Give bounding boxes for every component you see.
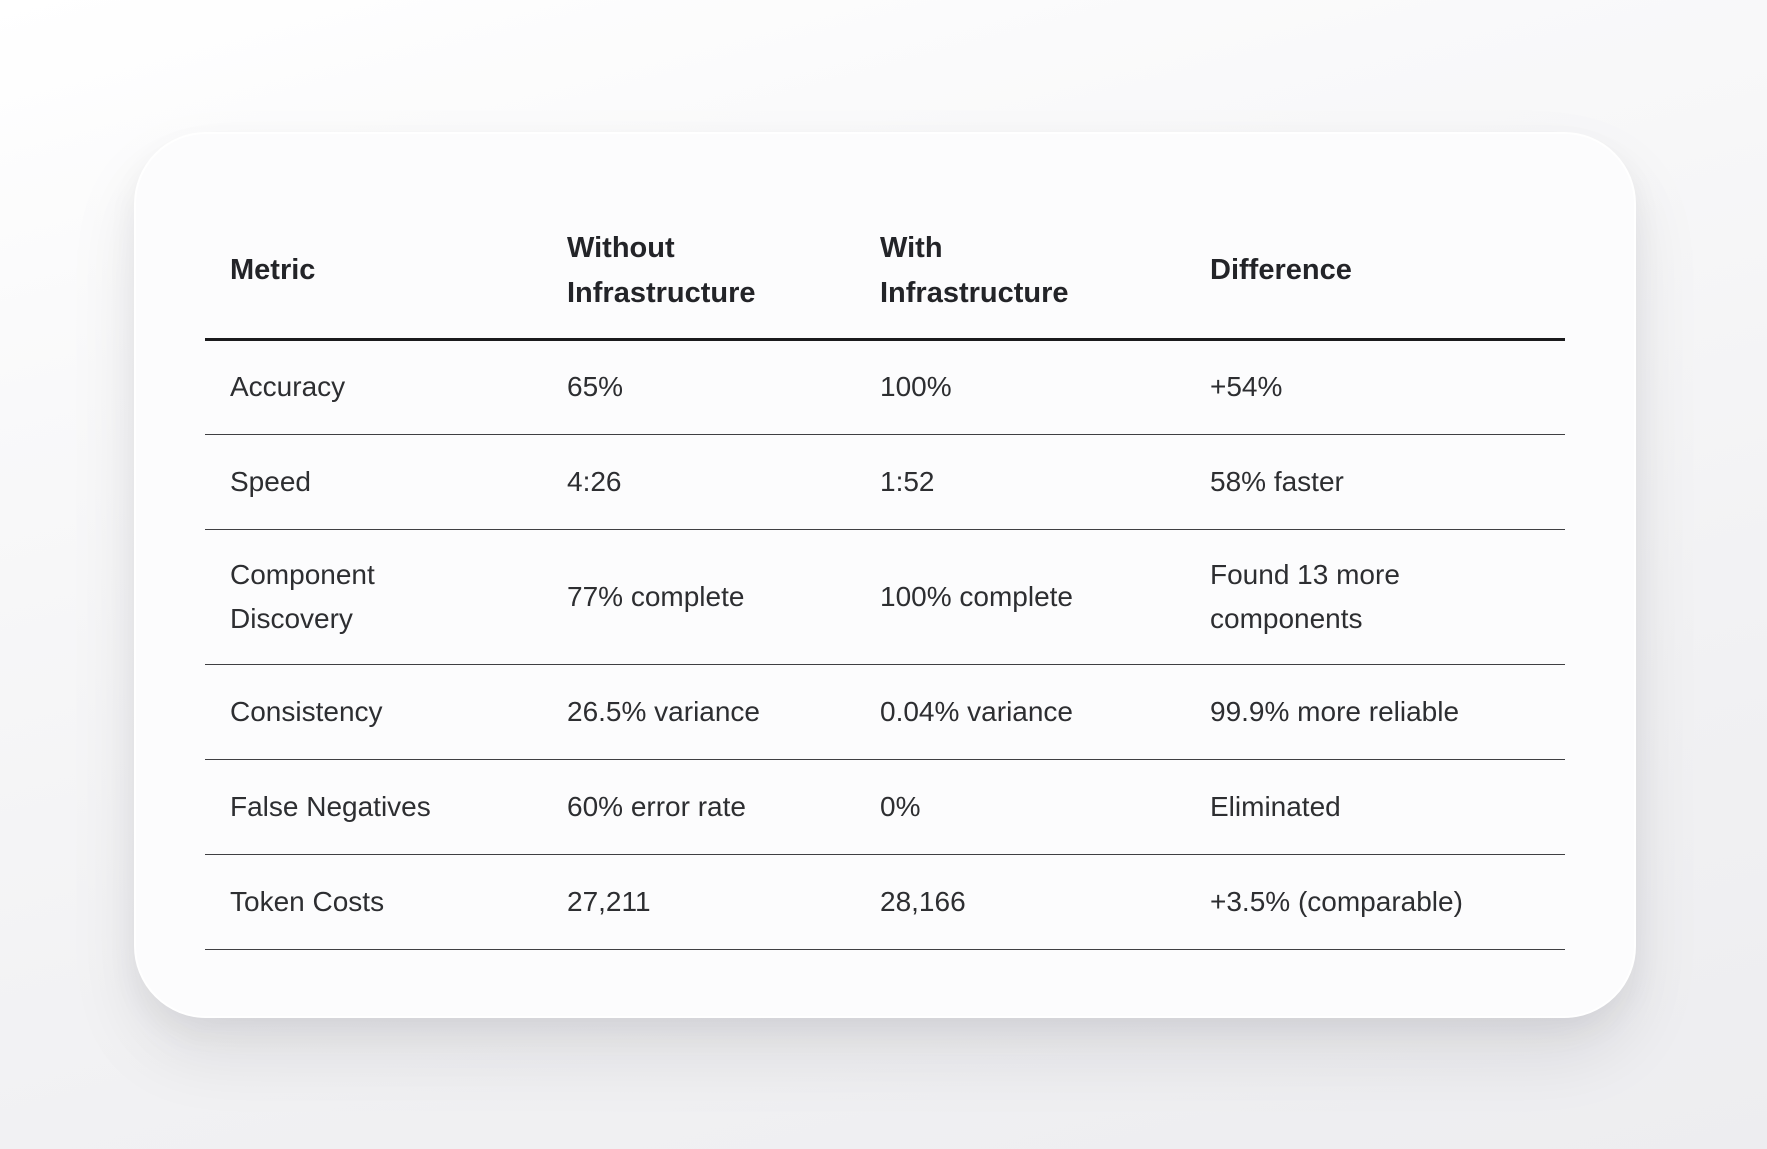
metric-label: Accuracy	[230, 371, 346, 403]
table-row-accuracy: Accuracy 65% 100% +54%	[205, 339, 1565, 435]
without-value-cell: 65%	[542, 339, 855, 435]
cell-value: 27,211	[567, 885, 651, 917]
metric-label: Consistency	[230, 695, 383, 727]
with-value-cell: 28,166	[855, 854, 1185, 950]
header-row: Metric Without Infrastructure With Infra…	[205, 204, 1565, 341]
difference-cell: +3.5% (comparable)	[1185, 854, 1565, 950]
table-row-consistency: Consistency 26.5% variance 0.04% varianc…	[205, 664, 1565, 760]
with-value-cell: 100%	[855, 339, 1185, 435]
without-value-cell: 77% complete	[542, 529, 855, 665]
metrics-comparison-card: Metric Without Infrastructure With Infra…	[134, 132, 1636, 1018]
with-value-cell: 0%	[855, 759, 1185, 855]
cell-value: 99.9% more reliable	[1210, 695, 1460, 727]
table-row-token-costs: Token Costs 27,211 28,166 +3.5% (compara…	[205, 854, 1565, 950]
difference-cell: Found 13 more components	[1185, 529, 1565, 665]
cell-value: 1:52	[880, 465, 935, 497]
difference-cell: +54%	[1185, 339, 1565, 435]
cell-value: 26.5% variance	[567, 695, 761, 727]
cell-value: 65%	[567, 371, 624, 403]
metric-cell: Accuracy	[205, 339, 542, 435]
table-row-speed: Speed 4:26 1:52 58% faster	[205, 434, 1565, 530]
column-header-with-infrastructure: With Infrastructure	[855, 204, 1185, 341]
cell-value: 60% error rate	[567, 790, 746, 822]
cell-value: 0.04% variance	[880, 695, 1074, 727]
metric-label: Component Discovery	[230, 559, 375, 634]
without-value-cell: 4:26	[542, 434, 855, 530]
with-value-cell: 0.04% variance	[855, 664, 1185, 760]
with-value-cell: 1:52	[855, 434, 1185, 530]
cell-value: 0%	[880, 790, 921, 822]
with-value-cell: 100% complete	[855, 529, 1185, 665]
metrics-comparison-table: Metric Without Infrastructure With Infra…	[205, 204, 1565, 950]
cell-value: +54%	[1210, 371, 1283, 403]
without-value-cell: 26.5% variance	[542, 664, 855, 760]
column-header-label: Without Infrastructure	[567, 231, 756, 309]
table-row-component-discovery: Component Discovery 77% complete 100% co…	[205, 529, 1565, 665]
difference-cell: 99.9% more reliable	[1185, 664, 1565, 760]
metric-cell: Token Costs	[205, 854, 542, 950]
table-row-false-negatives: False Negatives 60% error rate 0% Elimin…	[205, 759, 1565, 855]
metric-cell: Speed	[205, 434, 542, 530]
metric-label: Speed	[230, 465, 311, 497]
column-header-difference: Difference	[1185, 204, 1565, 341]
cell-value: 28,166	[880, 885, 966, 917]
cell-value: Eliminated	[1210, 790, 1341, 822]
column-header-without-infrastructure: Without Infrastructure	[542, 204, 855, 341]
column-header-label: Metric	[230, 254, 316, 287]
cell-value: 77% complete	[567, 580, 745, 612]
metric-cell: Component Discovery	[205, 529, 542, 665]
cell-value: 100%	[880, 371, 952, 403]
metric-cell: False Negatives	[205, 759, 542, 855]
cell-value: 100% complete	[880, 580, 1074, 612]
column-header-label: Difference	[1210, 254, 1352, 287]
metric-label: False Negatives	[230, 790, 431, 822]
metric-label: Token Costs	[230, 885, 385, 917]
column-header-metric: Metric	[205, 204, 542, 341]
cell-value: 58% faster	[1210, 465, 1344, 497]
without-value-cell: 60% error rate	[542, 759, 855, 855]
column-header-label: With Infrastructure	[880, 231, 1069, 309]
difference-cell: 58% faster	[1185, 434, 1565, 530]
metric-cell: Consistency	[205, 664, 542, 760]
cell-value: 4:26	[567, 465, 622, 497]
cell-value: +3.5% (comparable)	[1210, 885, 1463, 917]
difference-cell: Eliminated	[1185, 759, 1565, 855]
without-value-cell: 27,211	[542, 854, 855, 950]
cell-value: Found 13 more components	[1210, 559, 1400, 634]
